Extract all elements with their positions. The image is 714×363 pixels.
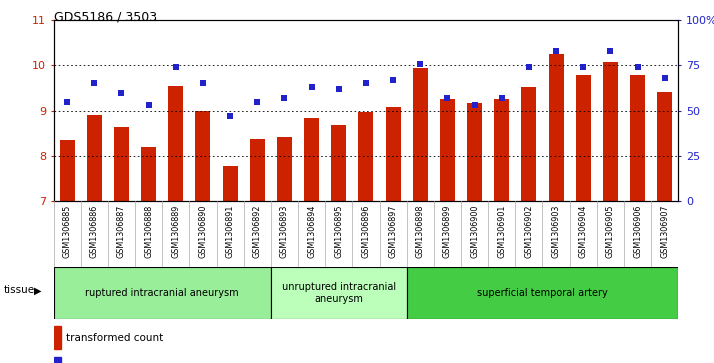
Text: unruptured intracranial
aneurysm: unruptured intracranial aneurysm — [282, 282, 396, 304]
Bar — [196, 111, 211, 201]
Text: GSM1306892: GSM1306892 — [253, 205, 262, 258]
Bar — [271, 267, 407, 319]
Point — [605, 48, 616, 54]
Text: transformed count: transformed count — [66, 333, 163, 343]
Point — [659, 75, 670, 81]
Point — [306, 84, 317, 90]
Text: GSM1306889: GSM1306889 — [171, 205, 180, 258]
Text: GSM1306893: GSM1306893 — [280, 205, 289, 258]
Bar — [603, 62, 618, 201]
Text: GSM1306887: GSM1306887 — [117, 205, 126, 258]
Bar — [494, 99, 509, 201]
Bar — [413, 68, 428, 201]
Point — [415, 61, 426, 66]
Text: GSM1306898: GSM1306898 — [416, 205, 425, 258]
Text: GSM1306894: GSM1306894 — [307, 205, 316, 258]
Point — [361, 81, 372, 86]
Text: GDS5186 / 3503: GDS5186 / 3503 — [54, 11, 156, 24]
Text: tissue: tissue — [4, 285, 35, 295]
Text: GSM1306891: GSM1306891 — [226, 205, 235, 258]
Text: GSM1306899: GSM1306899 — [443, 205, 452, 258]
Text: GSM1306886: GSM1306886 — [90, 205, 99, 258]
Point — [442, 95, 453, 101]
Point — [523, 64, 535, 70]
Bar — [440, 99, 455, 201]
Bar — [169, 86, 183, 201]
Point — [469, 102, 481, 108]
Text: GSM1306888: GSM1306888 — [144, 205, 153, 258]
Bar — [331, 125, 346, 201]
Bar — [630, 75, 645, 201]
Bar — [658, 91, 672, 201]
Text: GSM1306890: GSM1306890 — [198, 205, 208, 258]
Text: GSM1306903: GSM1306903 — [552, 205, 560, 258]
Bar — [141, 147, 156, 201]
Bar — [521, 87, 536, 201]
Point — [197, 81, 208, 86]
Text: GSM1306901: GSM1306901 — [497, 205, 506, 258]
Bar — [250, 139, 265, 201]
Point — [578, 64, 589, 70]
Point — [550, 48, 562, 54]
Point — [333, 86, 344, 92]
Point — [388, 77, 399, 83]
Text: GSM1306902: GSM1306902 — [524, 205, 533, 258]
Bar — [60, 140, 74, 201]
Bar — [277, 137, 292, 201]
Bar — [223, 166, 238, 201]
Point — [278, 95, 290, 101]
Bar — [548, 54, 563, 201]
Point — [496, 95, 508, 101]
Bar — [304, 118, 319, 201]
Text: GSM1306905: GSM1306905 — [606, 205, 615, 258]
Text: GSM1306885: GSM1306885 — [63, 205, 71, 258]
Text: GSM1306897: GSM1306897 — [388, 205, 398, 258]
Text: GSM1306900: GSM1306900 — [470, 205, 479, 258]
Text: GSM1306895: GSM1306895 — [334, 205, 343, 258]
Point — [143, 102, 154, 108]
Bar — [54, 267, 271, 319]
Text: superficial temporal artery: superficial temporal artery — [477, 288, 608, 298]
Point — [251, 99, 263, 105]
Text: GSM1306907: GSM1306907 — [660, 205, 669, 258]
Bar — [54, 357, 61, 363]
Bar — [575, 75, 590, 201]
Bar — [358, 111, 373, 201]
Bar — [54, 326, 61, 349]
Text: GSM1306896: GSM1306896 — [361, 205, 371, 258]
Point — [116, 90, 127, 95]
Text: GSM1306904: GSM1306904 — [579, 205, 588, 258]
Bar — [407, 267, 678, 319]
Point — [170, 64, 181, 70]
Bar — [114, 127, 129, 201]
Text: ▶: ▶ — [34, 285, 42, 295]
Point — [632, 64, 643, 70]
Point — [224, 113, 236, 119]
Bar — [467, 102, 482, 201]
Point — [61, 99, 73, 105]
Text: ruptured intracranial aneurysm: ruptured intracranial aneurysm — [86, 288, 239, 298]
Bar — [386, 107, 401, 201]
Bar — [87, 115, 102, 201]
Text: GSM1306906: GSM1306906 — [633, 205, 642, 258]
Point — [89, 81, 100, 86]
